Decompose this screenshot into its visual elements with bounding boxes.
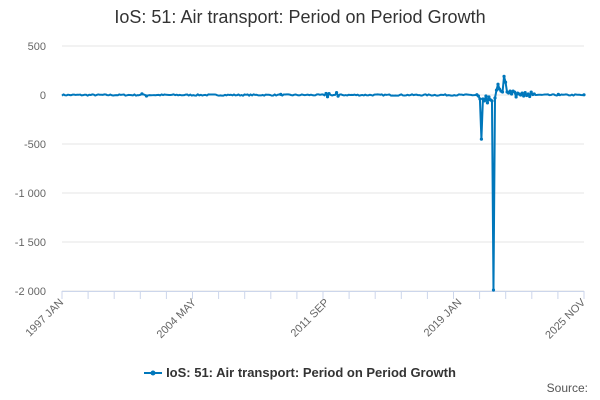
- data-point[interactable]: [522, 94, 526, 98]
- data-point[interactable]: [520, 91, 524, 95]
- data-point[interactable]: [140, 92, 144, 96]
- credits-source[interactable]: Source:: [546, 381, 588, 395]
- data-point[interactable]: [514, 95, 518, 99]
- x-tick-label: 2004 MAY: [155, 296, 200, 341]
- data-point[interactable]: [490, 99, 494, 103]
- data-point[interactable]: [532, 92, 536, 96]
- x-tick-label: 2019 JAN: [422, 297, 465, 340]
- data-point[interactable]: [478, 97, 482, 101]
- data-point[interactable]: [556, 92, 560, 97]
- data-point[interactable]: [479, 137, 484, 141]
- data-point[interactable]: [582, 93, 586, 97]
- data-point[interactable]: [325, 95, 330, 99]
- data-point[interactable]: [509, 92, 514, 96]
- data-point[interactable]: [279, 92, 283, 97]
- data-point[interactable]: [482, 99, 487, 103]
- y-tick-label: -500: [24, 139, 46, 151]
- data-point[interactable]: [476, 94, 480, 98]
- data-point[interactable]: [334, 90, 339, 95]
- y-tick-label: 500: [28, 41, 46, 53]
- y-tick-labels: 500 0 -500 -1 000 -1 500 -2 000: [15, 41, 46, 298]
- data-point[interactable]: [336, 94, 340, 98]
- data-point[interactable]: [523, 90, 527, 95]
- data-point[interactable]: [503, 80, 508, 84]
- chart-title: IoS: 51: Air transport: Period on Period…: [114, 7, 486, 27]
- data-point[interactable]: [485, 101, 490, 105]
- x-tick-label: 2011 SEP: [289, 297, 332, 340]
- series-line[interactable]: [61, 75, 585, 292]
- data-point[interactable]: [496, 82, 500, 86]
- legend[interactable]: IoS: 51: Air transport: Period on Period…: [0, 365, 600, 382]
- data-point[interactable]: [508, 89, 512, 93]
- data-point[interactable]: [513, 90, 517, 94]
- legend-label: IoS: 51: Air transport: Period on Period…: [166, 365, 456, 380]
- data-point[interactable]: [144, 94, 149, 98]
- data-point[interactable]: [491, 288, 496, 292]
- data-point[interactable]: [529, 90, 533, 94]
- data-point[interactable]: [502, 74, 506, 78]
- data-point[interactable]: [500, 90, 505, 94]
- data-point[interactable]: [528, 94, 532, 99]
- data-point[interactable]: [494, 88, 499, 92]
- x-tick-label: 1997 JAN: [23, 297, 66, 340]
- x-axis: 1997 JAN 2004 MAY 2011 SEP 2019 JAN 2025 NOV: [23, 291, 589, 341]
- data-point[interactable]: [487, 95, 491, 99]
- data-point[interactable]: [484, 94, 488, 98]
- y-tick-label: -1 000: [15, 188, 46, 200]
- y-tick-label: 0: [40, 90, 46, 102]
- data-point[interactable]: [526, 92, 530, 96]
- y-tick-label: -2 000: [15, 286, 46, 298]
- data-point[interactable]: [327, 92, 331, 96]
- series-layer: [61, 74, 586, 292]
- legend-item[interactable]: IoS: 51: Air transport: Period on Period…: [144, 365, 456, 380]
- data-point[interactable]: [324, 91, 328, 96]
- y-tick-label: -1 500: [15, 237, 46, 249]
- data-point[interactable]: [493, 96, 497, 100]
- legend-line-icon: [144, 370, 163, 375]
- x-tick-label: 2025 NOV: [543, 296, 588, 341]
